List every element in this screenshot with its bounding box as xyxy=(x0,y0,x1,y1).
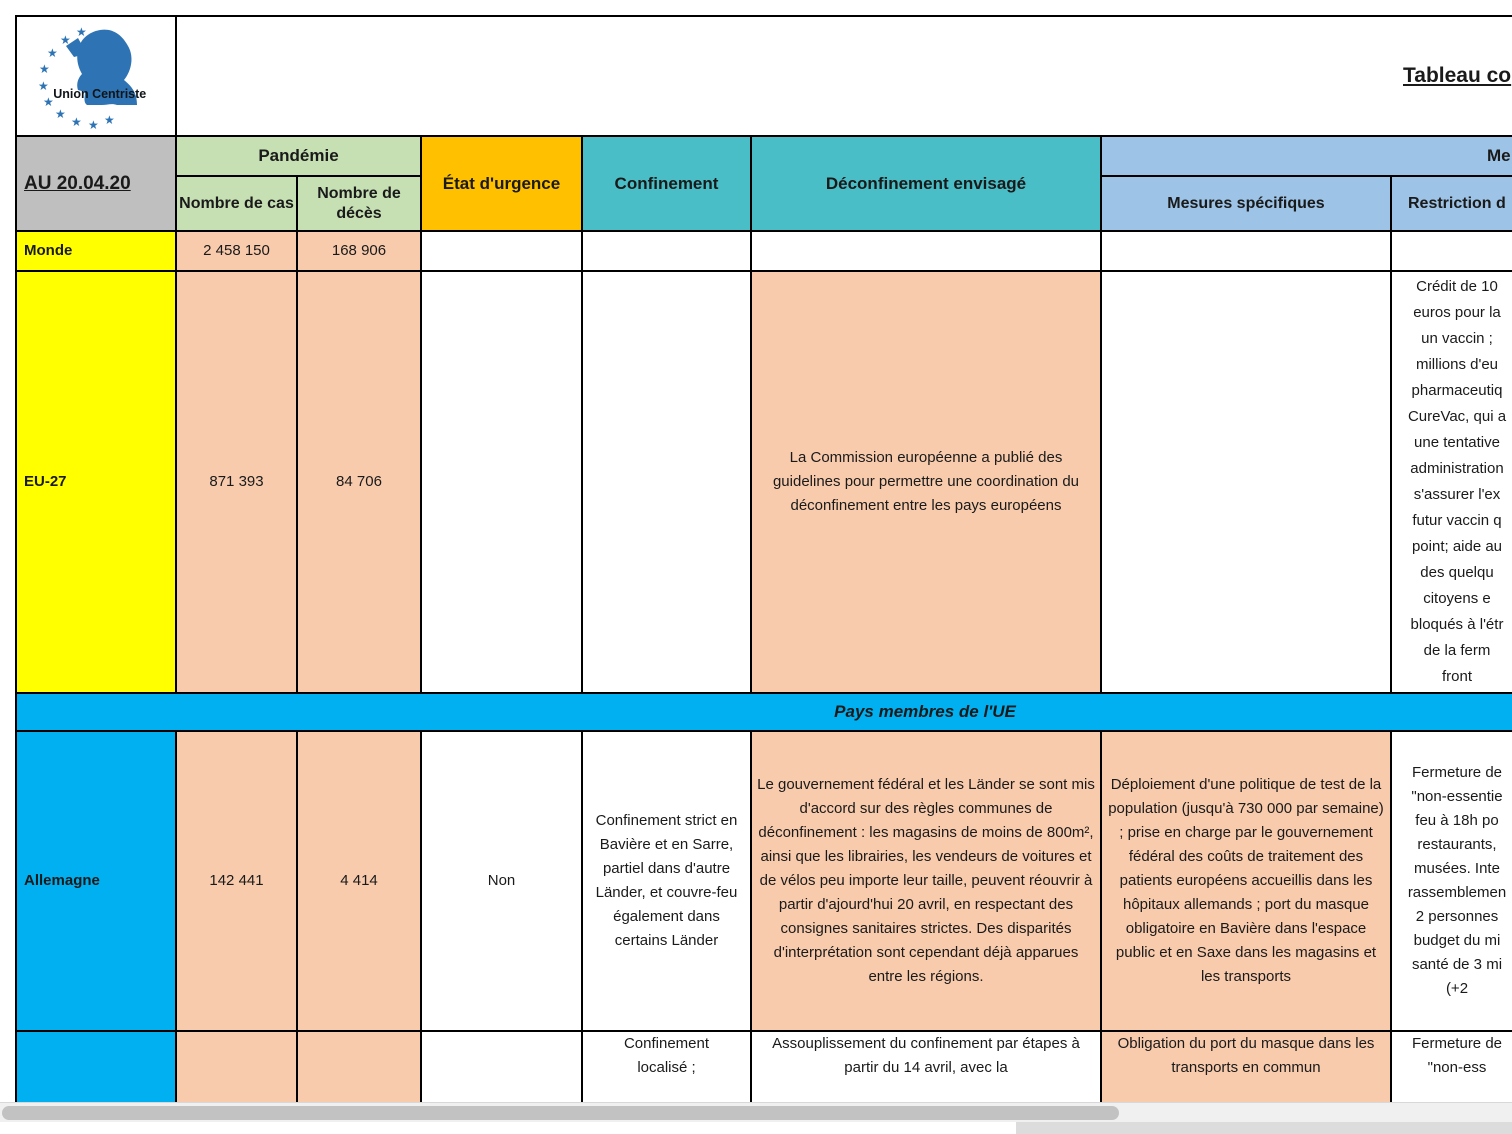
row-allemagne-label: Allemagne xyxy=(17,732,175,1030)
horizontal-scrollbar-thumb[interactable] xyxy=(2,1106,1119,1120)
union-centriste-logo: ★ ★ ★ ★ ★ ★ ★ ★ ★ ★ Union Centriste xyxy=(24,20,168,132)
header-restriction: Restriction d xyxy=(1392,177,1512,230)
svg-text:★: ★ xyxy=(76,25,87,39)
header-mesures-group: Me xyxy=(1102,137,1512,175)
logo-cell: ★ ★ ★ ★ ★ ★ ★ ★ ★ ★ Union Centriste xyxy=(17,17,175,135)
svg-text:★: ★ xyxy=(104,113,115,127)
row-monde-mesures xyxy=(1102,232,1390,270)
section-banner-label: Pays membres de l'UE xyxy=(834,702,1016,721)
row-next-mesures: Obligation du port du masque dans les tr… xyxy=(1102,1032,1390,1102)
row-allemagne-confinement: Confinement strict en Bavière et en Sarr… xyxy=(583,732,750,1030)
svg-text:★: ★ xyxy=(71,115,82,129)
row-eu-etat xyxy=(422,272,581,692)
header-confinement: Confinement xyxy=(583,137,750,230)
row-next-confinement: Confinement localisé ; xyxy=(583,1032,750,1102)
row-monde-cases: 2 458 150 xyxy=(177,232,296,270)
row-next-cases xyxy=(177,1032,296,1102)
row-eu-label: EU-27 xyxy=(17,272,175,692)
svg-text:★: ★ xyxy=(88,118,99,132)
svg-text:★: ★ xyxy=(38,79,49,93)
row-monde-etat xyxy=(422,232,581,270)
svg-text:★: ★ xyxy=(39,62,50,76)
row-monde-restriction xyxy=(1392,232,1512,270)
header-nombre-cas: Nombre de cas xyxy=(177,177,296,230)
row-next-etat xyxy=(422,1032,581,1102)
row-next-label xyxy=(17,1032,175,1102)
row-eu-mesures xyxy=(1102,272,1390,692)
header-nombre-deces: Nombre de décès xyxy=(298,177,420,230)
svg-text:★: ★ xyxy=(55,107,66,121)
row-eu-confinement xyxy=(583,272,750,692)
row-next-restriction: Fermeture de "non-ess xyxy=(1392,1032,1512,1102)
row-allemagne-mesures: Déploiement d'une politique de test de l… xyxy=(1102,732,1390,1030)
marianne-stars-icon: ★★ ★★ ★★ ★★ ★ ★ xyxy=(38,25,137,132)
row-next-deaths xyxy=(298,1032,420,1102)
page-title: Tableau co xyxy=(1403,64,1512,87)
row-allemagne-cases: 142 441 xyxy=(177,732,296,1030)
header-mesures-specifiques: Mesures spécifiques xyxy=(1102,177,1390,230)
svg-text:★: ★ xyxy=(47,46,58,60)
row-eu-restriction: Crédit de 10 euros pour la un vaccin ; m… xyxy=(1392,272,1512,692)
comparison-table: ★ ★ ★ ★ ★ ★ ★ ★ ★ ★ Union Centriste Tableau c… xyxy=(15,15,1512,1102)
window-bottom-strip-shade xyxy=(1016,1122,1512,1134)
section-banner: Pays membres de l'UE xyxy=(17,694,1512,730)
svg-text:★: ★ xyxy=(43,95,54,109)
row-monde-deconfinement xyxy=(752,232,1100,270)
header-mesures-group-label: Me xyxy=(1487,146,1511,165)
horizontal-scrollbar[interactable] xyxy=(0,1102,1512,1123)
row-monde-label: Monde xyxy=(17,232,175,270)
header-date: AU 20.04.20 xyxy=(17,137,175,230)
row-eu-cases: 871 393 xyxy=(177,272,296,692)
header-pandemie: Pandémie xyxy=(177,137,420,175)
row-allemagne-deaths: 4 414 xyxy=(298,732,420,1030)
row-next-deconfinement: Assouplissement du confinement par étape… xyxy=(752,1032,1100,1102)
header-etat-urgence: État d'urgence xyxy=(422,137,581,230)
svg-text:★: ★ xyxy=(60,33,71,47)
row-eu-deaths: 84 706 xyxy=(298,272,420,692)
row-monde-confinement xyxy=(583,232,750,270)
row-allemagne-deconfinement: Le gouvernement fédéral et les Länder se… xyxy=(752,732,1100,1030)
row-monde-deaths: 168 906 xyxy=(298,232,420,270)
row-eu-deconfinement: La Commission européenne a publié des gu… xyxy=(752,272,1100,692)
title-cell: Tableau co xyxy=(177,17,1512,135)
row-allemagne-etat: Non xyxy=(422,732,581,1030)
row-allemagne-restriction: Fermeture de "non-essentie feu à 18h po … xyxy=(1392,732,1512,1030)
window-bottom-strip xyxy=(0,1122,1512,1134)
logo-org-name: Union Centriste xyxy=(53,87,147,101)
header-deconfinement: Déconfinement envisagé xyxy=(752,137,1100,230)
